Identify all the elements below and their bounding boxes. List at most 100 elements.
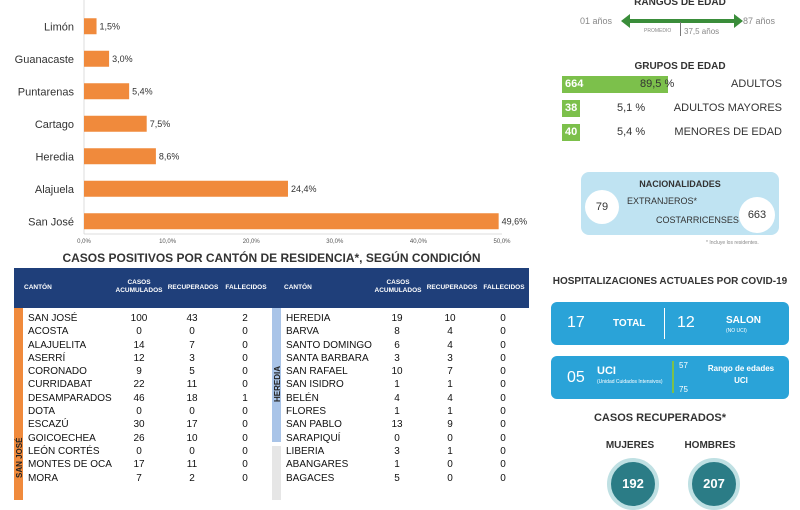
category-label: Heredia — [35, 151, 74, 163]
table-row: ACOSTA 0 0 0 — [26, 325, 271, 338]
grupo-label: ADULTOS — [731, 78, 782, 90]
nacionalidades-title: NACIONALIDADES — [639, 179, 721, 189]
fallecidos-cell: 0 — [500, 432, 506, 444]
acumulados-cell: 5 — [394, 472, 400, 484]
grupo-bar: 40 — [562, 124, 580, 141]
fallecidos-cell: 0 — [242, 326, 248, 338]
heredia-vertical-label: HEREDIA — [273, 365, 282, 402]
promedio-value: 37,5 años — [684, 27, 720, 36]
acumulados-cell: 7 — [136, 472, 142, 484]
recuperados-cell: 9 — [447, 419, 453, 431]
recuperados-cell: 10 — [444, 313, 456, 324]
canton-cell: SAN JOSÉ — [28, 313, 78, 324]
table-row: SANTO DOMINGO 6 4 0 — [284, 339, 529, 352]
acumulados-cell: 1 — [394, 379, 400, 391]
hosp-total-box: 17 TOTAL 12 SALON (NO UCI) — [551, 302, 789, 345]
table-row: SAN PABLO 13 9 0 — [284, 418, 529, 431]
canton-cell: FLORES — [286, 406, 327, 418]
table-row: MORA 7 2 0 — [26, 472, 271, 485]
x-tick-label: 0,0% — [77, 239, 91, 245]
heredia-band — [272, 308, 281, 442]
recuperados-cell: 0 — [447, 459, 453, 471]
fallecidos-cell: 0 — [500, 392, 506, 404]
acumulados-cell: 0 — [136, 406, 142, 418]
rango-max: 87 años — [743, 16, 776, 26]
bar — [84, 180, 288, 197]
fallecidos-cell: 0 — [242, 379, 248, 391]
fallecidos-cell: 0 — [500, 472, 506, 484]
acumulados-cell: 26 — [133, 432, 145, 444]
rangos-title: RANGOS DE EDAD — [634, 0, 726, 8]
extranjeros-count: 79 — [585, 190, 619, 224]
hosp-total-n: 17 — [567, 314, 585, 331]
arrow-left-icon — [621, 14, 630, 28]
x-tick-label: 40,0% — [410, 239, 428, 245]
fallecidos-cell: 0 — [242, 459, 248, 471]
table-row: BARVA 8 4 0 — [284, 325, 529, 338]
recuperados-cell: 0 — [189, 445, 195, 457]
uci-age-hi: 57 — [679, 361, 688, 370]
category-label: Puntarenas — [18, 86, 75, 98]
canton-cell: DESAMPARADOS — [28, 392, 112, 404]
arrow-right-icon — [734, 14, 743, 28]
bar — [84, 148, 156, 165]
grupos-title: GRUPOS DE EDAD — [634, 61, 726, 72]
acumulados-cell: 10 — [391, 366, 403, 378]
acumulados-cell: 0 — [394, 432, 400, 444]
grupo-bar: 664 — [562, 76, 668, 93]
acumulados-cell: 22 — [133, 379, 145, 391]
bar-value-label: 7,5% — [150, 119, 171, 129]
table-header: CANTÓN CASOS ACUMULADOS RECUPERADOS FALL… — [14, 268, 529, 308]
table-row: DESAMPARADOS 46 18 1 — [26, 392, 271, 405]
acumulados-cell: 9 — [136, 366, 142, 378]
acumulados-cell: 100 — [130, 313, 148, 324]
recuperados-cell: 11 — [186, 379, 198, 391]
category-label: San José — [28, 216, 74, 228]
canton-cell: MONTES DE OCA — [28, 459, 112, 471]
recuperados-cell: 43 — [186, 313, 198, 324]
hosp-uci-n: 05 — [567, 369, 585, 386]
canton-cell: SAN RAFAEL — [286, 366, 348, 378]
header-acum-right: CASOS ACUMULADOS — [374, 279, 422, 294]
left-column: SAN JOSÉ 100 43 2 ACOSTA 0 0 0 ALAJUELITA 14 7 0 ASE… — [26, 312, 271, 485]
canton-cell: ABANGARES — [286, 459, 349, 471]
x-tick-label: 50,0% — [493, 239, 511, 245]
acumulados-cell: 0 — [136, 326, 142, 338]
table-row: ESCAZÚ 30 17 0 — [26, 418, 271, 431]
fallecidos-cell: 0 — [500, 326, 506, 338]
fallecidos-cell: 0 — [500, 419, 506, 431]
fallecidos-cell: 0 — [242, 352, 248, 364]
fallecidos-cell: 0 — [500, 339, 506, 351]
recuperados-cell: 5 — [189, 366, 195, 378]
table-row: SARAPIQUÍ 0 0 0 — [284, 432, 529, 445]
fallecidos-cell: 0 — [500, 352, 506, 364]
acumulados-cell: 19 — [391, 313, 403, 324]
bar-value-label: 3,0% — [112, 54, 133, 64]
bar-value-label: 49,6% — [502, 216, 528, 226]
fallecidos-cell: 0 — [500, 313, 506, 324]
x-tick-label: 20,0% — [243, 239, 261, 245]
recuperados-cell: 18 — [186, 392, 198, 404]
acumulados-cell: 13 — [391, 419, 403, 431]
bar-value-label: 8,6% — [159, 151, 180, 161]
nacionalidades-box: NACIONALIDADES 79 EXTRANJEROS* COSTARRIC… — [581, 172, 779, 235]
table-row: ASERRÍ 12 3 0 — [26, 352, 271, 365]
acumulados-cell: 30 — [133, 419, 145, 431]
recuperados-cell: 7 — [189, 339, 195, 351]
hosp-title: HOSPITALIZACIONES ACTUALES POR COVID-19 — [552, 276, 788, 287]
bar — [84, 18, 97, 35]
canton-cell: SARAPIQUÍ — [286, 432, 341, 444]
recuperados-cell: 0 — [447, 472, 453, 484]
recuperados-cell: 4 — [447, 339, 453, 351]
canton-cell: LEÓN CORTÉS — [28, 445, 100, 457]
table-row: CORONADO 9 5 0 — [26, 365, 271, 378]
right-column: HEREDIA 19 10 0 BARVA 8 4 0 SANTO DOMINGO 6 4 0 SANT… — [284, 312, 529, 485]
grupo-bar: 38 — [562, 100, 580, 117]
acumulados-cell: 4 — [394, 392, 400, 404]
table-row: GOICOECHEA 26 10 0 — [26, 432, 271, 445]
header-recup-right: RECUPERADOS — [426, 284, 478, 291]
header-fall-right: FALLECIDOS — [483, 284, 525, 291]
hosp-salon-n: 12 — [677, 314, 695, 331]
canton-cell: SANTO DOMINGO — [286, 339, 372, 351]
canton-cell: BARVA — [286, 326, 319, 338]
